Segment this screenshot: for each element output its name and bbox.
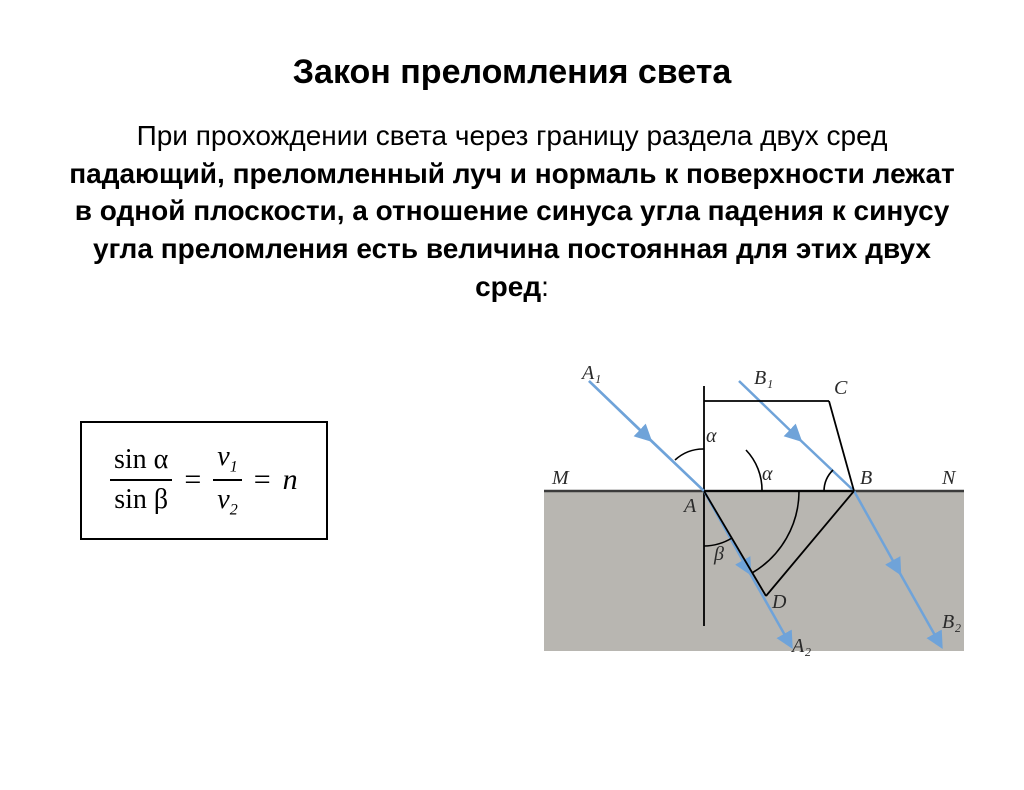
law-statement: При прохождении света через границу разд… [60, 117, 964, 306]
label-n: N [941, 467, 957, 489]
page-title: Закон преломления света [0, 23, 1024, 92]
label-beta: β [713, 543, 724, 565]
label-c: C [834, 377, 848, 399]
fraction-bar [110, 479, 172, 481]
label-m: M [551, 467, 570, 489]
fraction-bar [213, 479, 241, 481]
label-a: A [682, 495, 697, 517]
label-a1: A₁ [580, 362, 601, 384]
rhs-den: v2 [213, 484, 241, 520]
equals-2: = [254, 463, 271, 497]
rhs-fraction: v1 v2 [213, 441, 241, 520]
lhs-den: sin β [110, 484, 172, 516]
label-b1: B₁ [754, 367, 773, 389]
label-a2: A₂ [790, 635, 811, 656]
label-b2: B₂ [942, 611, 961, 633]
refraction-formula: sin α sin β = v1 v2 = n [80, 421, 328, 540]
label-b: B [860, 467, 872, 489]
rhs-den-sub: 2 [230, 502, 238, 519]
label-alpha2: α [762, 463, 773, 485]
arc-at-b [824, 470, 833, 491]
rhs-num: v1 [213, 441, 241, 477]
body-tail: : [541, 271, 549, 302]
body-pre: При прохождении света через границу разд… [137, 120, 888, 151]
equals-1: = [184, 463, 201, 497]
incident-ray-1-arrowline [589, 381, 704, 491]
rhs-num-sub: 1 [230, 458, 238, 475]
label-alpha1: α [706, 425, 717, 447]
arc-alpha-top [675, 449, 704, 460]
lhs-fraction: sin α sin β [110, 444, 172, 516]
label-d: D [771, 591, 787, 613]
arc-alpha-right [746, 450, 762, 491]
body-bold: падающий, преломленный луч и нормаль к п… [69, 158, 955, 302]
n-symbol: n [283, 463, 298, 497]
refraction-diagram: A₁ B₁ C M N A B D A₂ B₂ α α β [534, 326, 974, 656]
lhs-num: sin α [110, 444, 172, 476]
rhs-num-v: v [217, 441, 229, 472]
rhs-den-v: v [217, 484, 229, 515]
